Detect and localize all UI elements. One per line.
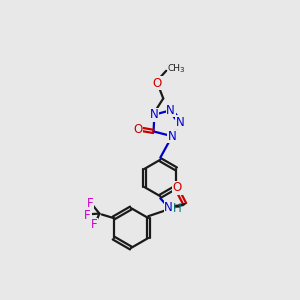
Text: 3: 3 xyxy=(179,68,184,74)
Text: F: F xyxy=(91,218,98,231)
Text: H: H xyxy=(172,202,181,215)
Text: CH: CH xyxy=(168,64,181,73)
Text: N: N xyxy=(166,104,175,117)
Text: O: O xyxy=(153,77,162,90)
Text: N: N xyxy=(176,116,184,128)
Text: N: N xyxy=(150,108,159,121)
Text: O: O xyxy=(134,123,143,136)
Text: O: O xyxy=(173,182,182,194)
Text: N: N xyxy=(168,130,176,143)
Text: F: F xyxy=(84,208,91,222)
Text: F: F xyxy=(87,197,94,210)
Text: N: N xyxy=(164,201,173,214)
